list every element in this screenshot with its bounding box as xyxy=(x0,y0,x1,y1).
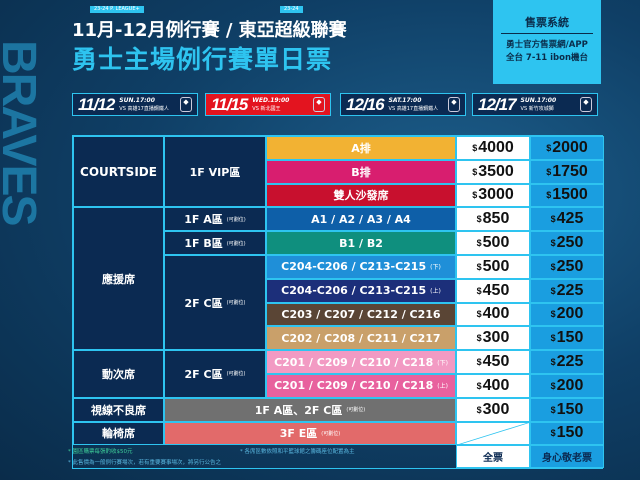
concession-price: $250 xyxy=(530,254,604,279)
seat-area: 雙人沙發席 xyxy=(266,183,456,208)
seat-area: A排 xyxy=(266,136,456,160)
game-date: 11/15 xyxy=(211,94,248,114)
game-info: WED.19:00 VS 新北國王 xyxy=(252,97,289,112)
full-price: $850 xyxy=(456,207,530,232)
sales-line2: 全台 7-11 ibon機台 xyxy=(505,53,589,63)
full-price: $4000 xyxy=(456,136,530,160)
zone-vip: 1F VIP區 xyxy=(164,136,266,208)
zone-c: 2F C區 (可劃位) xyxy=(164,254,266,351)
seat-area: A1 / A2 / A3 / A4 xyxy=(266,207,456,232)
section-mobile: 動次席 xyxy=(73,350,164,398)
not-available-slash xyxy=(457,422,529,445)
concession-price: $200 xyxy=(530,302,604,327)
full-price: $450 xyxy=(456,350,530,374)
concession-price: $250 xyxy=(530,231,604,255)
zone-wheelchair: 3F E區 (可劃位) xyxy=(164,421,456,446)
seat-area: C204-C206 / C213-C215 (上) xyxy=(266,278,456,303)
zone-c-mobile: 2F C區 (可劃位) xyxy=(164,350,266,398)
seat-area: C201 / C209 / C210 / C218 (上) xyxy=(266,373,456,398)
game-date: 12/17 xyxy=(478,94,517,114)
game-opponent: VS 高雄17直播鋼鐵人 xyxy=(119,106,169,112)
game-time: WED.19:00 xyxy=(252,97,290,104)
seat-area: C204-C206 / C213-C215 (下) xyxy=(266,254,456,279)
game-11-15: 11/15 WED.19:00 VS 新北國王 ◆ xyxy=(205,93,331,116)
section-cheer: 應援席 xyxy=(73,207,164,351)
concession-price: $225 xyxy=(530,278,604,303)
zone-a: 1F A區 (可劃位) xyxy=(164,207,266,232)
header-line1: 11月-12月例行賽 / 東亞超級聯賽 xyxy=(72,20,347,41)
game-11-12: 11/12 SUN.17:00 VS 高雄17直播鋼鐵人 ◆ xyxy=(72,93,198,116)
game-date: 12/16 xyxy=(346,94,385,114)
concession-price: $1750 xyxy=(530,159,604,184)
game-time: SAT.17:00 xyxy=(388,97,422,104)
seat-area: C203 / C207 / C212 / C216 xyxy=(266,302,456,327)
game-12-17: 12/17 SUN.17:00 VS 新竹攻城獅 ◆ xyxy=(472,93,598,116)
note-2: * 各席區數依照和平籃球館之籌碼座位配置為主 xyxy=(240,449,355,455)
game-info: SAT.17:00 VS 高雄17直播鋼鐵人 xyxy=(389,97,439,112)
game-opponent: VS 新北國王 xyxy=(252,106,281,112)
full-price: $500 xyxy=(456,231,530,255)
game-info: SUN.17:00 VS 新竹攻城獅 xyxy=(521,97,557,112)
sales-line1: 勇士官方售票網/APP xyxy=(506,40,588,50)
game-opponent: VS 高雄17直播鋼鐵人 xyxy=(388,106,439,112)
full-price: $3500 xyxy=(456,159,530,184)
team-logo-icon: ◆ xyxy=(180,97,192,112)
section-courtside: COURTSIDE xyxy=(73,136,164,208)
full-price xyxy=(456,421,530,446)
team-logo-icon: ◆ xyxy=(580,97,592,112)
header-full-ticket: 全票 xyxy=(456,445,530,469)
full-price: $300 xyxy=(456,397,530,422)
concession-price: $150 xyxy=(530,421,604,446)
ticket-sales-box: 售票系統 勇士官方售票網/APP 全台 7-11 ibon機台 xyxy=(493,0,601,84)
full-price: $500 xyxy=(456,254,530,279)
game-12-16: 12/16 SAT.17:00 VS 高雄17直播鋼鐵人 ◆ xyxy=(340,93,466,116)
price-table: COURTSIDE 1F VIP區 應援席 1F A區 (可劃位) 1F B區 (可… xyxy=(72,135,604,470)
concession-price: $200 xyxy=(530,373,604,398)
game-info: SUN.17:00 VS 高雄17直播鋼鐵人 xyxy=(119,97,169,112)
concession-price: $1500 xyxy=(530,183,604,208)
note-1: * 園區購票每張酌收$50元 xyxy=(68,449,133,455)
game-time: SUN.17:00 xyxy=(520,97,557,104)
concession-price: $2000 xyxy=(530,136,604,160)
game-opponent: VS 新竹攻城獅 xyxy=(520,106,554,112)
game-date: 11/12 xyxy=(78,94,115,114)
seat-area: C202 / C208 / C211 / C217 xyxy=(266,326,456,351)
side-brand-text: BRAVES xyxy=(0,40,44,225)
concession-price: $150 xyxy=(530,397,604,422)
section-wheelchair: 輪椅席 xyxy=(73,421,164,446)
full-price: $400 xyxy=(456,373,530,398)
concession-price: $225 xyxy=(530,350,604,374)
league-tag: 23-24 P. LEAGUE+ xyxy=(90,6,144,13)
concession-price: $425 xyxy=(530,207,604,232)
page-title: 勇士主場例行賽單日票 xyxy=(72,45,333,74)
seat-area: C201 / C209 / C210 / C218 (下) xyxy=(266,350,456,374)
seat-area: B1 / B2 xyxy=(266,231,456,255)
zone-b: 1F B區 (可劃位) xyxy=(164,231,266,255)
seat-area: B排 xyxy=(266,159,456,184)
sales-title: 售票系統 xyxy=(501,0,593,34)
full-price: $450 xyxy=(456,278,530,303)
full-price: $400 xyxy=(456,302,530,327)
header-concession-ticket: 身心敬老票 xyxy=(530,445,604,469)
full-price: $300 xyxy=(456,326,530,351)
team-logo-icon: ◆ xyxy=(313,97,325,112)
zone-obstructed: 1F A區、2F C區 (可劃位) xyxy=(164,397,456,422)
note-3: * 此售價為一般例行賽場次，若有重要賽事場次，將另行公告之 xyxy=(68,460,222,466)
league-tag-2: 23-24 xyxy=(280,6,303,13)
game-time: SUN.17:00 xyxy=(119,97,155,104)
concession-price: $150 xyxy=(530,326,604,351)
team-logo-icon: ◆ xyxy=(448,97,460,112)
section-obstructed: 視線不良席 xyxy=(73,397,164,422)
full-price: $3000 xyxy=(456,183,530,208)
